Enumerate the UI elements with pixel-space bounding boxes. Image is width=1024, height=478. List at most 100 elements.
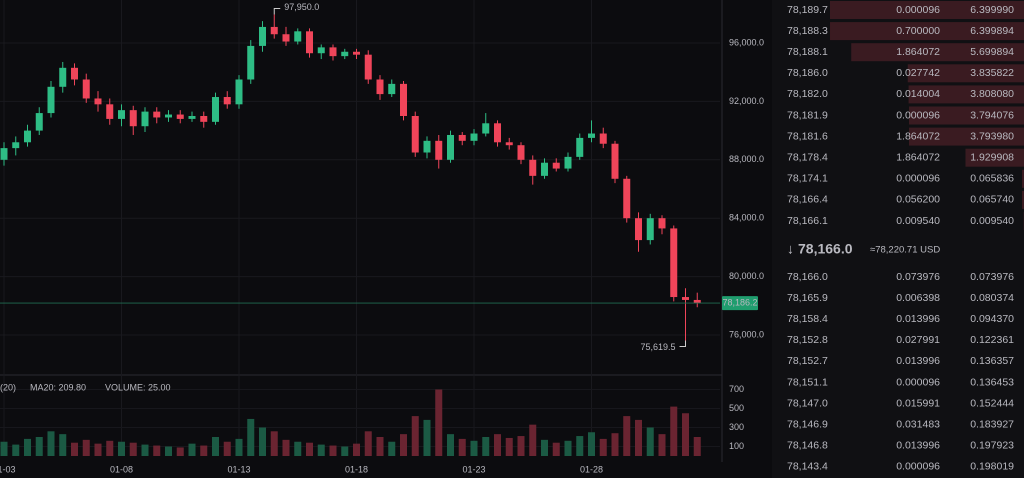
- candle-body: [364, 54, 372, 80]
- depth-bar: [851, 43, 1024, 62]
- depth-bar: [830, 1, 1024, 19]
- x-tick-label: 01-23: [462, 464, 485, 474]
- ask-total: 3.793980: [970, 130, 1014, 142]
- volume-bar: [435, 389, 443, 456]
- depth-bar: [965, 148, 1024, 167]
- candle-body: [294, 31, 302, 42]
- volume-bar: [118, 441, 125, 456]
- candle-body: [35, 113, 43, 131]
- volume-bar: [494, 434, 501, 456]
- ask-amount: 0.009540: [896, 215, 940, 227]
- bid-total: 0.122361: [970, 334, 1014, 346]
- candle-body: [141, 111, 149, 127]
- candle-body: [635, 218, 642, 241]
- volume-bar: [35, 437, 43, 456]
- bid-price: 78,152.7: [787, 355, 828, 367]
- volume-bar: [564, 440, 572, 456]
- volume-bar: [517, 436, 525, 456]
- depth-bar: [908, 85, 1024, 104]
- volume-bar: [47, 431, 55, 456]
- volume-bar: [306, 442, 313, 456]
- indicator-label: (20): [0, 382, 16, 392]
- bid-total: 0.073976: [970, 271, 1014, 283]
- bid-price: 78,165.9: [787, 292, 828, 304]
- bid-amount: 0.000096: [896, 376, 940, 388]
- candle-body: [94, 98, 102, 105]
- candle-body: [458, 134, 466, 141]
- ask-amount: 0.700000: [896, 25, 940, 37]
- ask-amount: 1.864072: [896, 46, 940, 58]
- y-tick-label: 100: [729, 441, 744, 451]
- bid-total: 0.183927: [970, 418, 1014, 430]
- volume-bar: [294, 441, 302, 456]
- candle-body: [400, 83, 407, 116]
- candle-body: [447, 134, 454, 160]
- volume-bar: [670, 406, 678, 456]
- volume-bar: [505, 437, 513, 456]
- x-tick-label: 01-13: [227, 464, 250, 474]
- high-label: 97,950.0: [284, 2, 319, 12]
- bid-amount: 0.031483: [896, 418, 940, 430]
- volume-bar: [223, 441, 231, 456]
- bid-price: 78,151.1: [787, 376, 828, 388]
- volume-bar: [188, 443, 196, 456]
- bid-amount: 0.013996: [896, 355, 940, 367]
- volume-bar: [329, 445, 337, 456]
- candle-body: [611, 143, 619, 179]
- y-tick-label: 92,000.0: [729, 96, 764, 106]
- ask-price: 78,178.4: [787, 151, 828, 163]
- volume-bar: [588, 432, 595, 456]
- last-price-box: [722, 296, 758, 311]
- volume-bar: [282, 439, 290, 456]
- bid-amount: 0.027991: [896, 334, 940, 346]
- volume-bar: [71, 442, 78, 456]
- bid-total: 0.152444: [970, 397, 1014, 409]
- volume-bar: [341, 446, 349, 456]
- bid-total: 0.094370: [970, 313, 1014, 325]
- volume-bar: [176, 447, 184, 456]
- y-tick-label: 88,000.0: [729, 154, 764, 164]
- ask-price: 78,188.3: [787, 25, 828, 37]
- candle-body: [435, 140, 443, 160]
- ask-price: 78,174.1: [787, 173, 828, 185]
- chart-panel: [0, 0, 770, 478]
- candle-body: [693, 299, 701, 304]
- candle-body: [682, 297, 689, 300]
- candle-body: [423, 140, 431, 153]
- candle-body: [576, 137, 584, 157]
- volume-bar: [447, 434, 454, 456]
- volume-bar: [400, 434, 407, 456]
- x-tick-label: 01-08: [110, 464, 133, 474]
- candle-body: [82, 79, 90, 99]
- volume-bar: [552, 442, 560, 456]
- volume-bar: [388, 441, 396, 456]
- candle-body: [247, 45, 255, 80]
- volume-bar: [529, 424, 537, 456]
- volume-bar: [458, 438, 466, 456]
- ask-total: 0.065740: [970, 194, 1014, 206]
- candle-body: [529, 159, 537, 176]
- candle-body: [599, 133, 607, 144]
- candle-body: [118, 110, 125, 119]
- volume-bar: [353, 443, 360, 456]
- ask-total: 6.399990: [970, 4, 1014, 16]
- order-book: 78,189.7 0.000096 6.399990 78,188.3 0.700000…: [787, 1, 1024, 473]
- x-tick-label: 01-18: [345, 464, 368, 474]
- ask-total: 6.399894: [970, 25, 1014, 37]
- x-tick-label: 01-28: [580, 464, 603, 474]
- volume-bar: [259, 427, 266, 456]
- candle-body: [658, 218, 666, 229]
- bid-amount: 0.006398: [896, 292, 940, 304]
- candle-body: [588, 133, 595, 138]
- ask-amount: 0.056200: [896, 194, 940, 206]
- ask-price: 78,181.6: [787, 130, 828, 142]
- volume-bar: [376, 437, 384, 456]
- depth-bar: [1022, 169, 1024, 188]
- volume-bar: [235, 438, 243, 456]
- candle-body: [24, 130, 31, 143]
- candle-body: [341, 51, 349, 57]
- depth-bar: [908, 106, 1024, 125]
- volume-bar: [270, 431, 278, 456]
- volume-bar: [541, 439, 548, 456]
